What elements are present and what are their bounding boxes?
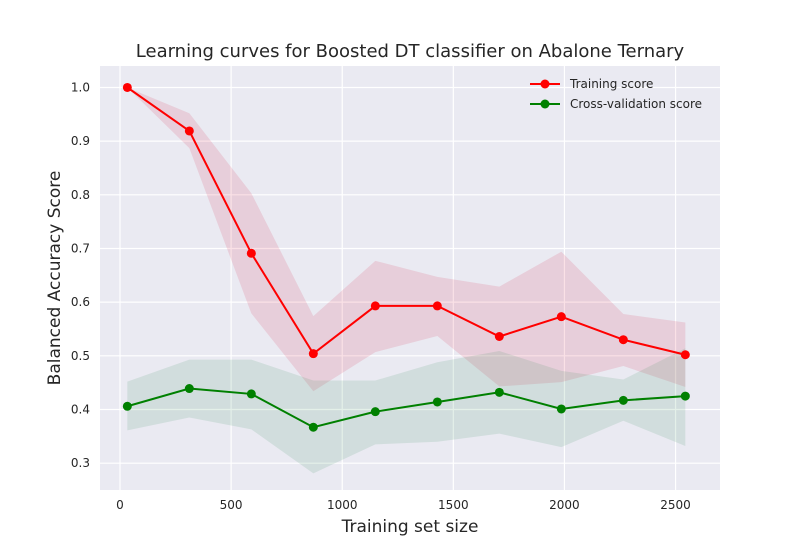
data-point-series-1 [184,384,194,394]
legend-label-series-0: Training score [569,77,653,91]
confidence-band-series-0 [127,87,686,392]
series-line-0 [126,86,686,356]
data-point-series-0 [246,248,256,258]
chart-title: Learning curves for Boosted DT classifie… [136,41,685,62]
y-tick-label: 0.5 [71,349,90,363]
x-tick-label: 500 [220,498,243,512]
series-points [122,82,690,432]
data-point-series-1 [618,395,628,405]
x-tick-labels: 0 500 1000 1500 2000 2500 [116,498,691,512]
legend-marker-series-1 [540,99,550,109]
y-tick-label: 0.3 [71,456,90,470]
y-tick-label: 0.7 [71,241,90,255]
data-point-series-0 [556,312,566,322]
data-point-series-1 [122,401,132,411]
y-tick-label: 0.8 [71,188,90,202]
x-tick-label: 2500 [660,498,691,512]
y-tick-labels: 0.3 0.4 0.5 0.6 0.7 0.8 0.9 1.0 [71,80,90,470]
x-tick-label: 0 [116,498,124,512]
legend-label-series-1: Cross-validation score [570,97,702,111]
data-point-series-0 [432,301,442,311]
legend: Training score Cross-validation score [530,77,702,111]
plot-area [100,66,720,490]
confidence-band-series-1 [127,348,686,474]
data-point-series-0 [184,126,194,136]
series-line-1 [127,387,686,429]
confidence-bands [127,87,686,474]
x-tick-label: 1500 [438,498,469,512]
data-point-series-1 [308,422,318,432]
data-point-series-1 [432,397,442,407]
data-point-series-0 [494,332,504,342]
x-axis-label: Training set size [341,517,479,537]
data-point-series-1 [246,389,256,399]
x-tick-label: 1000 [327,498,358,512]
data-point-series-1 [680,391,690,401]
data-point-series-1 [370,407,380,417]
data-point-series-0 [122,82,132,92]
y-tick-label: 1.0 [71,80,90,94]
legend-marker-series-0 [540,79,550,89]
data-point-series-0 [618,335,628,345]
y-tick-label: 0.6 [71,295,90,309]
data-point-series-0 [680,350,690,360]
grid-lines [100,66,720,490]
data-point-series-1 [494,387,504,397]
data-point-series-0 [308,349,318,359]
data-point-series-1 [556,404,566,414]
data-point-series-0 [370,301,380,311]
y-tick-label: 0.9 [71,134,90,148]
y-axis-label: Balanced Accuracy Score [45,171,65,386]
x-tick-label: 2000 [549,498,580,512]
series-lines [126,86,686,429]
y-tick-label: 0.4 [71,402,90,416]
